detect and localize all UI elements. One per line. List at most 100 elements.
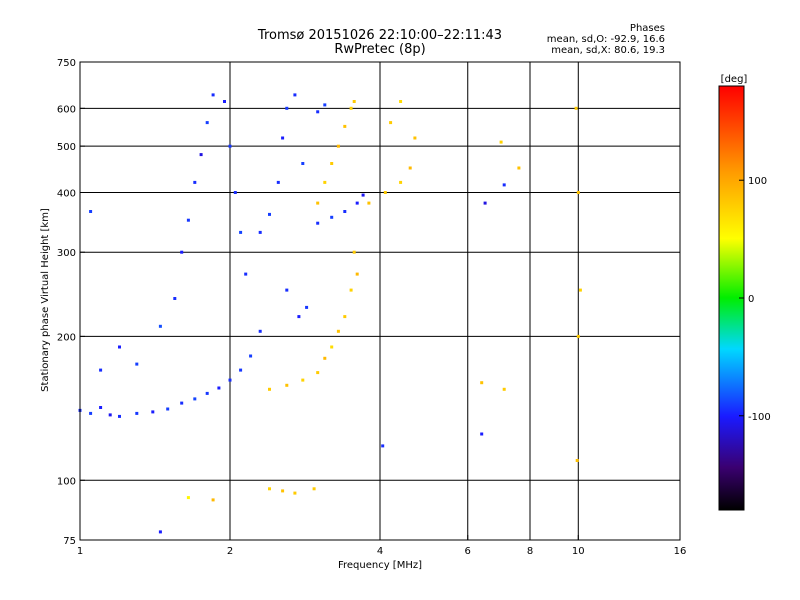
data-point-o-mode [258,329,262,333]
data-point-o-mode [244,272,248,276]
data-point-o-mode [135,362,139,366]
data-point-o-mode [199,153,203,157]
y-tick-label: 100 [57,476,76,487]
data-point-o-mode [228,144,232,148]
data-point-o-mode [483,201,487,205]
data-point-o-mode [205,121,209,125]
colorbar-tick-label: -100 [748,412,771,423]
data-point-x-mode [336,329,340,333]
data-point-x-mode [316,201,320,205]
data-point-o-mode [239,368,243,372]
data-point-o-mode [330,215,334,219]
data-point-x-mode [316,371,320,375]
data-point-x-mode [349,106,353,110]
data-point-o-mode [158,530,162,534]
data-point-x-mode [399,180,403,184]
data-point-o-mode [205,391,209,395]
data-point-o-mode [381,444,385,448]
data-point-o-mode [173,297,177,300]
data-point-o-mode [217,386,221,390]
colorbar-tick-label: 0 [748,294,754,305]
data-point-o-mode [211,93,215,97]
data-point-x-mode [268,487,271,491]
y-tick-label: 300 [57,248,76,259]
data-point-x-mode [576,191,580,194]
colorbar-ticks: -100 0 100 [739,176,771,423]
data-point-x-mode [281,489,285,493]
data-point-o-mode [180,250,184,254]
grid-lines [80,62,680,540]
colorbar-tick-label: 100 [748,176,767,187]
phase-stats-x: mean, sd,X: 80.6, 19.3 [551,45,665,56]
data-point-x-mode [330,162,334,165]
y-axis-title: Stationary phase Virtual Height [km] [40,208,51,392]
data-points [78,93,582,534]
data-point-o-mode [89,411,93,415]
data-point-o-mode [118,414,121,418]
x-tick-label: 16 [674,546,687,557]
y-tick-label: 200 [57,332,76,343]
data-point-o-mode [118,345,121,349]
data-point-x-mode [323,180,327,184]
data-point-x-mode [399,100,403,103]
data-point-x-mode [343,124,347,128]
data-point-x-mode [408,166,412,170]
y-axis-ticks: 75 100 200 300 400 500 600 750 [57,58,85,547]
colorbar-title: [deg] [721,74,748,85]
data-point-x-mode [502,387,506,391]
x-axis-ticks: 1 2 4 6 8 10 16 [77,535,687,557]
phase-stats-o: mean, sd,O: -92.9, 16.6 [547,34,665,45]
x-tick-label: 2 [227,546,233,557]
data-point-o-mode [158,324,162,328]
data-point-o-mode [228,378,232,382]
data-point-x-mode [330,345,334,349]
y-tick-label: 500 [57,142,76,153]
data-point-x-mode [285,383,289,387]
data-point-x-mode [578,288,582,292]
data-point-o-mode [285,106,289,110]
data-point-x-mode [293,491,297,495]
data-point-o-mode [249,354,253,358]
y-tick-label: 600 [57,104,76,115]
data-point-o-mode [293,93,297,97]
data-point-x-mode [574,106,578,110]
data-point-o-mode [276,180,280,184]
data-point-x-mode [268,387,271,391]
data-point-x-mode [413,136,417,140]
data-point-o-mode [99,368,103,372]
data-point-x-mode [575,459,579,462]
data-point-x-mode [355,272,359,276]
data-point-o-mode [239,230,243,234]
data-point-x-mode [383,191,387,194]
data-point-o-mode [233,191,237,194]
y-tick-label: 75 [63,536,76,547]
data-point-x-mode [312,487,316,491]
data-point-o-mode [480,432,484,436]
data-point-o-mode [355,201,359,205]
y-tick-label: 400 [57,188,76,199]
data-point-x-mode [301,378,305,382]
data-point-x-mode [343,315,347,319]
data-point-o-mode [258,230,262,234]
data-point-o-mode [186,218,190,222]
data-point-o-mode [281,136,285,140]
x-tick-label: 8 [527,546,533,557]
data-point-x-mode [349,288,353,292]
data-point-o-mode [305,305,309,309]
data-point-x-mode [499,140,503,144]
x-tick-label: 10 [572,546,585,557]
data-point-x-mode [352,100,356,103]
data-point-o-mode [166,407,170,411]
data-point-x-mode [352,250,356,254]
data-point-o-mode [193,397,197,401]
data-point-o-mode [297,315,301,319]
data-point-o-mode [361,193,365,197]
data-point-o-mode [301,162,305,165]
data-point-o-mode [323,103,327,107]
data-point-o-mode [343,210,347,213]
data-point-o-mode [108,413,112,417]
data-point-o-mode [89,210,93,213]
phase-stats-heading: Phases [630,23,665,34]
data-point-o-mode [223,100,226,103]
